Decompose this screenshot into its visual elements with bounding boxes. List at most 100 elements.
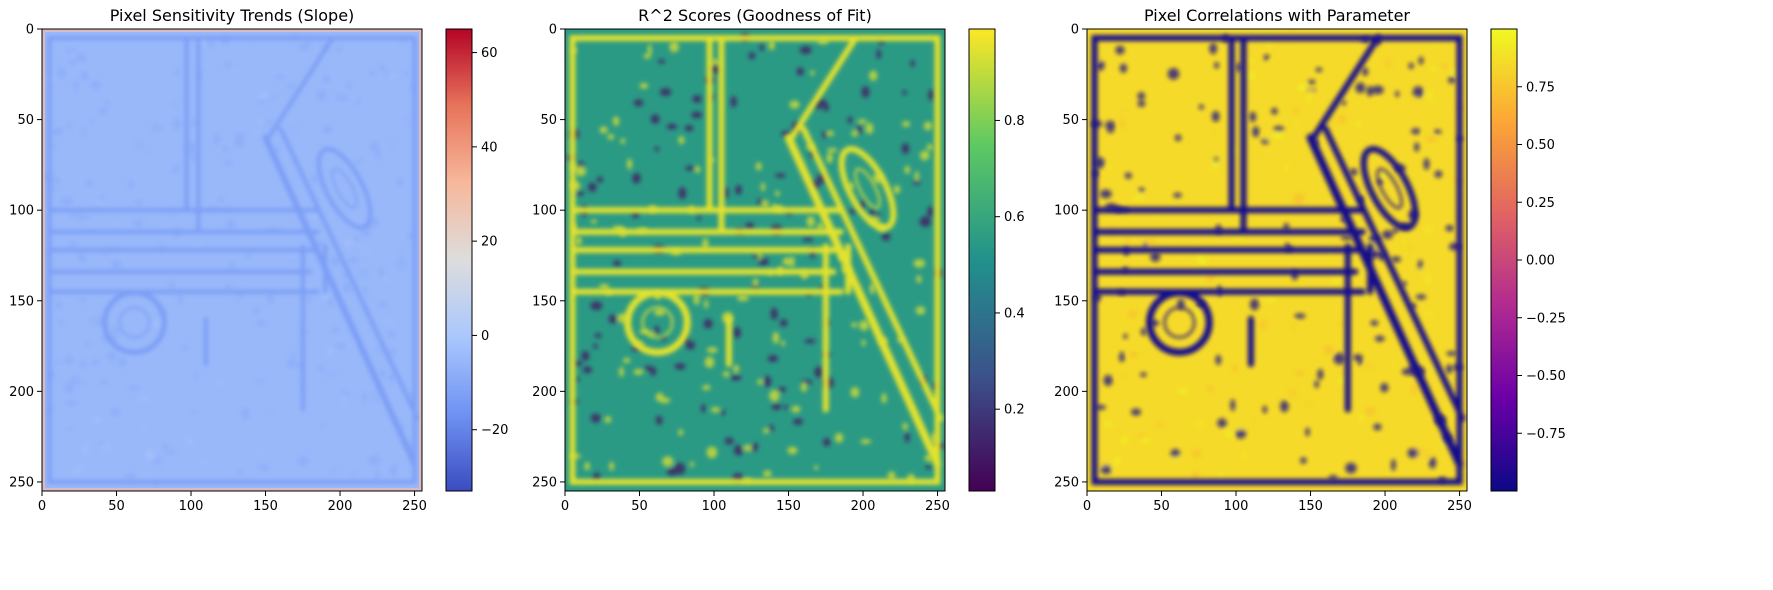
texture-spot	[389, 464, 398, 477]
texture-spot	[1407, 447, 1419, 459]
texture-spot	[290, 353, 297, 358]
y-tick-label: 250	[1054, 475, 1079, 490]
texture-spot	[581, 350, 590, 361]
texture-spot	[904, 165, 911, 175]
structure-line	[1310, 35, 1381, 141]
texture-spot	[633, 99, 644, 107]
texture-spot	[796, 67, 804, 76]
texture-spot	[51, 239, 57, 244]
texture-spot	[748, 52, 756, 60]
texture-spot	[575, 236, 582, 246]
texture-spot	[584, 462, 590, 471]
structure-frame	[47, 36, 417, 484]
texture-spot	[1115, 45, 1125, 55]
texture-spot	[1136, 433, 1145, 439]
texture-spot	[632, 172, 641, 184]
texture-spot	[799, 46, 812, 55]
texture-spot	[342, 282, 354, 293]
texture-spot	[649, 366, 657, 377]
texture-spot	[1192, 471, 1199, 480]
texture-spot	[370, 141, 380, 153]
texture-spot	[604, 416, 612, 423]
texture-spot	[341, 394, 347, 403]
texture-spot	[64, 48, 77, 53]
texture-spot	[902, 90, 907, 96]
texture-spot	[241, 407, 250, 420]
heatmap-structures	[1091, 35, 1466, 485]
texture-spot	[1395, 90, 1400, 97]
texture-spot	[691, 111, 703, 119]
texture-spot	[75, 213, 84, 221]
texture-spot	[1096, 60, 1105, 71]
texture-spot	[175, 69, 181, 77]
structure-line	[278, 126, 420, 421]
x-tick-label: 250	[402, 499, 427, 514]
texture-spot	[288, 123, 299, 135]
texture-spot	[1365, 407, 1376, 416]
texture-spot	[1263, 54, 1270, 61]
texture-spot	[826, 130, 834, 137]
texture-spot	[101, 444, 112, 452]
texture-spot	[1100, 464, 1112, 475]
texture-spot	[869, 70, 878, 81]
texture-spot	[331, 327, 340, 334]
y-tick-label: 150	[9, 294, 34, 309]
texture-spot	[923, 121, 933, 131]
texture-spot	[258, 99, 265, 106]
texture-spot	[770, 307, 778, 320]
texture-spot	[1314, 380, 1319, 389]
texture-spot	[704, 299, 709, 309]
texture-spot	[229, 261, 235, 272]
y-tick-label: 50	[17, 113, 34, 128]
texture-spot	[64, 382, 74, 394]
texture-spot	[1349, 168, 1358, 176]
x-tick-label: 150	[776, 499, 801, 514]
texture-spot	[1273, 132, 1283, 139]
texture-spot	[750, 443, 756, 453]
texture-spot	[213, 133, 221, 145]
texture-spot	[1153, 213, 1160, 220]
texture-spot	[723, 187, 729, 199]
texture-spot	[1353, 121, 1363, 128]
texture-spot	[1293, 192, 1305, 205]
texture-spot	[1333, 352, 1346, 365]
texture-spot	[1292, 122, 1301, 128]
texture-spot	[84, 341, 89, 347]
y-tick-label: 150	[1054, 294, 1079, 309]
texture-spot	[702, 237, 709, 250]
texture-spot	[334, 108, 344, 116]
texture-spot	[318, 364, 324, 373]
structure-ring	[1146, 289, 1213, 356]
colorbar: 0.2 0.4 0.6 0.8	[968, 28, 1025, 492]
structure-line	[262, 134, 418, 467]
texture-spot	[1246, 58, 1255, 64]
texture-spot	[82, 215, 91, 220]
texture-spot	[1384, 57, 1393, 69]
texture-spot	[192, 372, 199, 380]
texture-spot	[769, 389, 780, 402]
texture-spot	[1210, 128, 1217, 137]
texture-spot	[82, 443, 90, 454]
texture-spot	[334, 39, 346, 48]
texture-spot	[753, 253, 759, 260]
texture-spot	[590, 413, 601, 423]
texture-spot	[678, 428, 684, 436]
texture-spot	[1392, 358, 1397, 369]
texture-spot	[850, 387, 860, 398]
texture-spot	[1192, 421, 1205, 427]
texture-spot	[234, 133, 246, 140]
texture-spot	[1124, 172, 1132, 179]
x-tick-label: 150	[1298, 499, 1323, 514]
texture-spot	[1293, 370, 1306, 377]
texture-spot	[685, 340, 696, 350]
texture-spot	[167, 279, 176, 291]
texture-spot	[376, 301, 388, 308]
texture-spot	[1261, 137, 1270, 145]
texture-spot	[633, 369, 644, 375]
texture-spot	[1408, 62, 1414, 70]
texture-spot	[1307, 79, 1316, 85]
texture-spot	[134, 139, 145, 149]
texture-spot	[323, 74, 330, 84]
texture-spot	[1214, 62, 1220, 69]
texture-spot	[1280, 400, 1289, 413]
